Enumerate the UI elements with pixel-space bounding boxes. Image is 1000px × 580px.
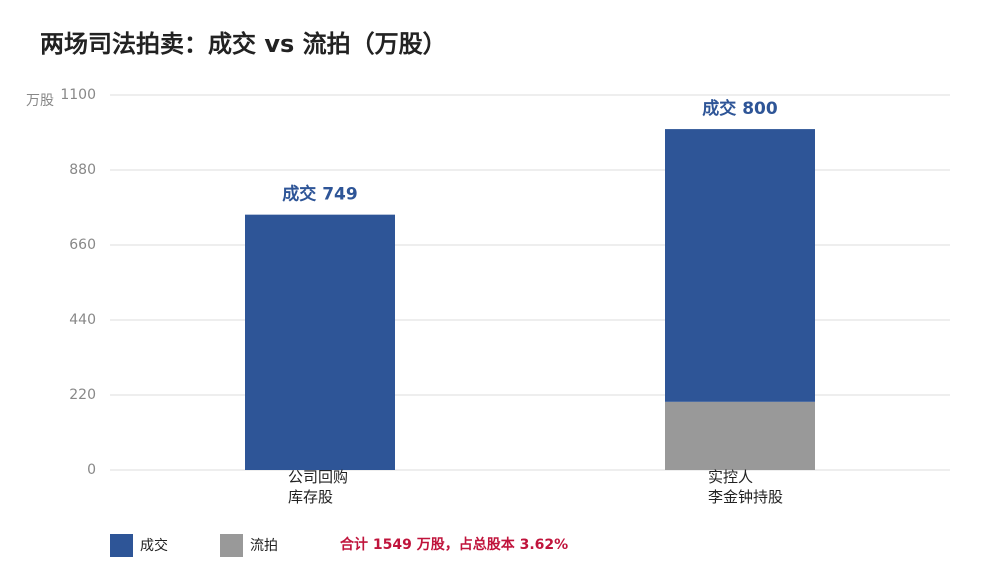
legend-label: 流拍 bbox=[250, 538, 278, 554]
annotation: 合计 1549 万股，占总股本 3.62% bbox=[340, 536, 568, 553]
legend-swatch bbox=[220, 534, 243, 557]
bar-segment bbox=[245, 214, 395, 470]
x-tick-label: 公司回购 库存股 bbox=[288, 468, 349, 506]
y-axis-unit: 万股 bbox=[26, 93, 54, 109]
data-label: 成交 800 bbox=[702, 98, 778, 119]
data-label: 成交 749 bbox=[282, 184, 357, 205]
y-tick-label: 1100 bbox=[60, 87, 96, 103]
legend-label: 成交 bbox=[140, 537, 168, 554]
y-tick-label: 220 bbox=[69, 387, 96, 403]
x-tick-label: 实控人 李金钟持股 bbox=[708, 468, 784, 506]
bar-segment bbox=[665, 401, 815, 470]
bar-segment bbox=[665, 129, 815, 402]
legend-swatch bbox=[110, 534, 133, 557]
chart-title: 两场司法拍卖：成交 vs 流拍（万股） bbox=[40, 30, 447, 58]
y-tick-label: 880 bbox=[69, 162, 96, 178]
y-tick-label: 660 bbox=[69, 237, 96, 253]
y-tick-label: 440 bbox=[69, 312, 96, 328]
y-tick-label: 0 bbox=[87, 462, 96, 478]
